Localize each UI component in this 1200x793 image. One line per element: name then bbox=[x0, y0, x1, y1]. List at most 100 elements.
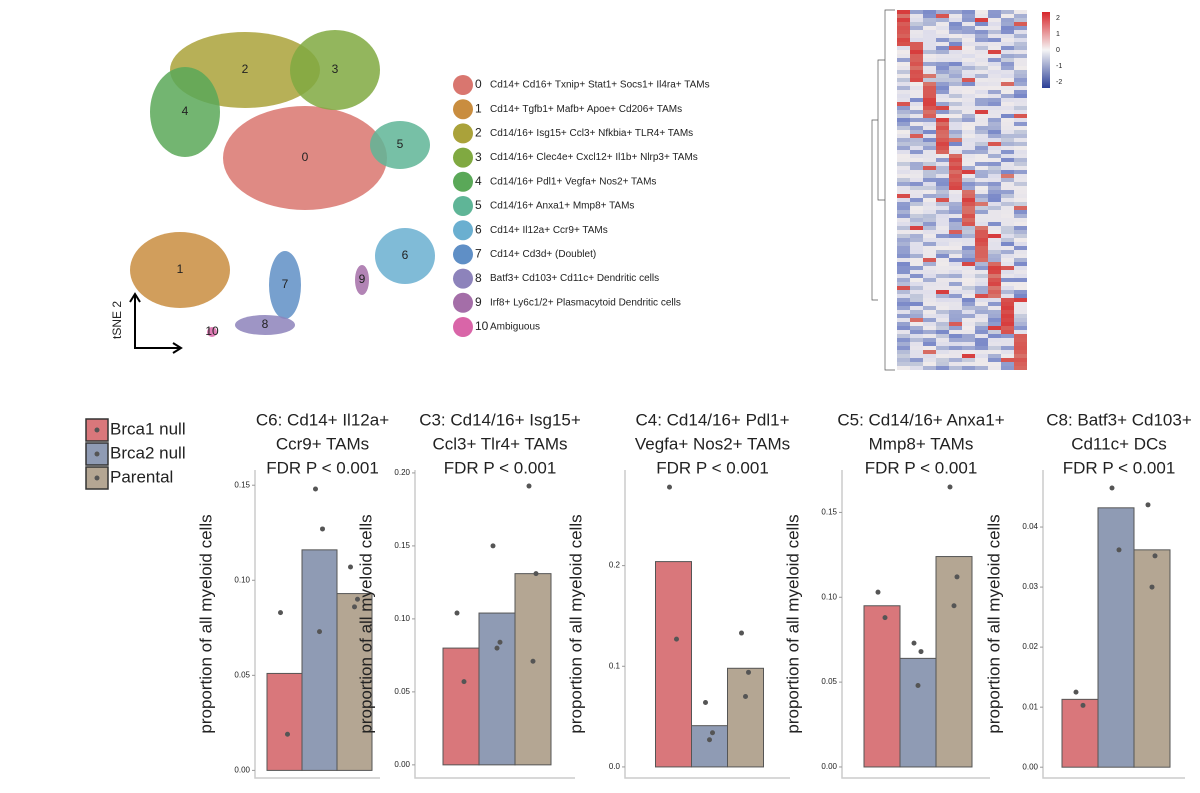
heatmap-cell bbox=[897, 162, 910, 166]
heatmap-cell bbox=[988, 134, 1001, 138]
heatmap-cell bbox=[975, 50, 988, 54]
cluster-number: 1 bbox=[177, 262, 184, 276]
chart-title: Cd11c+ DCs bbox=[1071, 434, 1167, 453]
heatmap-cell bbox=[1014, 178, 1027, 182]
y-axis-label: proportion of all myeloid cells bbox=[356, 514, 375, 733]
heatmap-cell bbox=[1001, 22, 1014, 26]
heatmap-cell bbox=[975, 102, 988, 106]
heatmap-cell bbox=[923, 298, 936, 302]
heatmap-cell bbox=[975, 286, 988, 290]
heatmap-cell bbox=[910, 214, 923, 218]
heatmap-cell bbox=[962, 330, 975, 334]
heatmap-cell bbox=[1001, 122, 1014, 126]
heatmap-cell bbox=[910, 222, 923, 226]
heatmap-cell bbox=[897, 206, 910, 210]
heatmap-cell bbox=[949, 62, 962, 66]
legend-label: Cd14+ Cd16+ Txnip+ Stat1+ Socs1+ Il4ra+ … bbox=[490, 80, 710, 91]
heatmap-cell bbox=[962, 314, 975, 318]
axis-frame bbox=[841, 470, 990, 779]
heatmap-cell bbox=[910, 38, 923, 42]
heatmap-cell bbox=[897, 210, 910, 214]
legend-label: Parental bbox=[110, 467, 173, 486]
heatmap-cell bbox=[923, 54, 936, 58]
legend-swatch bbox=[453, 75, 473, 95]
heatmap-cell bbox=[910, 334, 923, 338]
heatmap-cell bbox=[936, 362, 949, 366]
heatmap-cell bbox=[936, 334, 949, 338]
heatmap-cell bbox=[1014, 158, 1027, 162]
heatmap-cell bbox=[1001, 250, 1014, 254]
heatmap-cell bbox=[962, 50, 975, 54]
heatmap-cell bbox=[975, 222, 988, 226]
heatmap-cell bbox=[1014, 66, 1027, 70]
cluster-number: 5 bbox=[397, 137, 404, 151]
heatmap-cell bbox=[897, 66, 910, 70]
heatmap-cell bbox=[923, 150, 936, 154]
heatmap-cell bbox=[897, 82, 910, 86]
heatmap-cell bbox=[949, 322, 962, 326]
heatmap-cell bbox=[910, 118, 923, 122]
heatmap-cell bbox=[936, 258, 949, 262]
heatmap-cell bbox=[897, 226, 910, 230]
heatmap-cell bbox=[897, 246, 910, 250]
heatmap-cell bbox=[988, 58, 1001, 62]
heatmap-cell bbox=[1001, 278, 1014, 282]
heatmap-cell bbox=[988, 138, 1001, 142]
heatmap-cell bbox=[1014, 306, 1027, 310]
heatmap-cell bbox=[988, 198, 1001, 202]
heatmap-cell bbox=[962, 222, 975, 226]
replicate-point bbox=[951, 603, 957, 609]
chart-title: Mmp8+ TAMs bbox=[869, 434, 974, 453]
heatmap-cell bbox=[988, 74, 1001, 78]
heatmap-cell bbox=[910, 250, 923, 254]
replicate-point bbox=[494, 645, 500, 651]
heatmap-cell bbox=[1001, 30, 1014, 34]
heatmap-cell bbox=[1001, 326, 1014, 330]
heatmap-cell bbox=[1014, 190, 1027, 194]
heatmap-cell bbox=[962, 102, 975, 106]
heatmap-cell bbox=[897, 22, 910, 26]
heatmap-cell bbox=[988, 294, 1001, 298]
heatmap-cell bbox=[897, 74, 910, 78]
heatmap-cell bbox=[1001, 18, 1014, 22]
heatmap-cell bbox=[962, 262, 975, 266]
heatmap-cell bbox=[923, 102, 936, 106]
heatmap-cell bbox=[949, 354, 962, 358]
heatmap-cell bbox=[897, 158, 910, 162]
heatmap-cell bbox=[1014, 254, 1027, 258]
legend-label: Brca1 null bbox=[110, 419, 186, 438]
heatmap-cell bbox=[936, 126, 949, 130]
heatmap-cell bbox=[897, 330, 910, 334]
heatmap-cell bbox=[949, 282, 962, 286]
heatmap-cell bbox=[988, 222, 1001, 226]
heatmap-cell bbox=[923, 90, 936, 94]
heatmap-cell bbox=[897, 178, 910, 182]
heatmap-cell bbox=[936, 190, 949, 194]
heatmap-cell bbox=[936, 298, 949, 302]
heatmap-cell bbox=[1014, 94, 1027, 98]
legend-number: 4 bbox=[475, 174, 482, 188]
heatmap-cell bbox=[936, 166, 949, 170]
heatmap-cell bbox=[936, 26, 949, 30]
heatmap-cell bbox=[1014, 318, 1027, 322]
heatmap-cell bbox=[923, 182, 936, 186]
heatmap-cell bbox=[988, 274, 1001, 278]
heatmap-cell bbox=[1014, 98, 1027, 102]
heatmap-cell bbox=[988, 86, 1001, 90]
cluster-number: 2 bbox=[242, 62, 249, 76]
heatmap-cell bbox=[910, 358, 923, 362]
heatmap-cell bbox=[923, 214, 936, 218]
heatmap-cell bbox=[936, 350, 949, 354]
heatmap-cell bbox=[1001, 242, 1014, 246]
heatmap-cell bbox=[1014, 38, 1027, 42]
heatmap-cell bbox=[988, 278, 1001, 282]
heatmap-cell bbox=[1001, 194, 1014, 198]
heatmap-cell bbox=[936, 78, 949, 82]
y-axis-label: proportion of all myeloid cells bbox=[984, 514, 1003, 733]
heatmap-cell bbox=[936, 286, 949, 290]
heatmap-cell bbox=[949, 242, 962, 246]
bar bbox=[442, 647, 480, 766]
bar bbox=[301, 549, 338, 771]
heatmap-cell bbox=[988, 174, 1001, 178]
cluster-region bbox=[235, 315, 295, 335]
